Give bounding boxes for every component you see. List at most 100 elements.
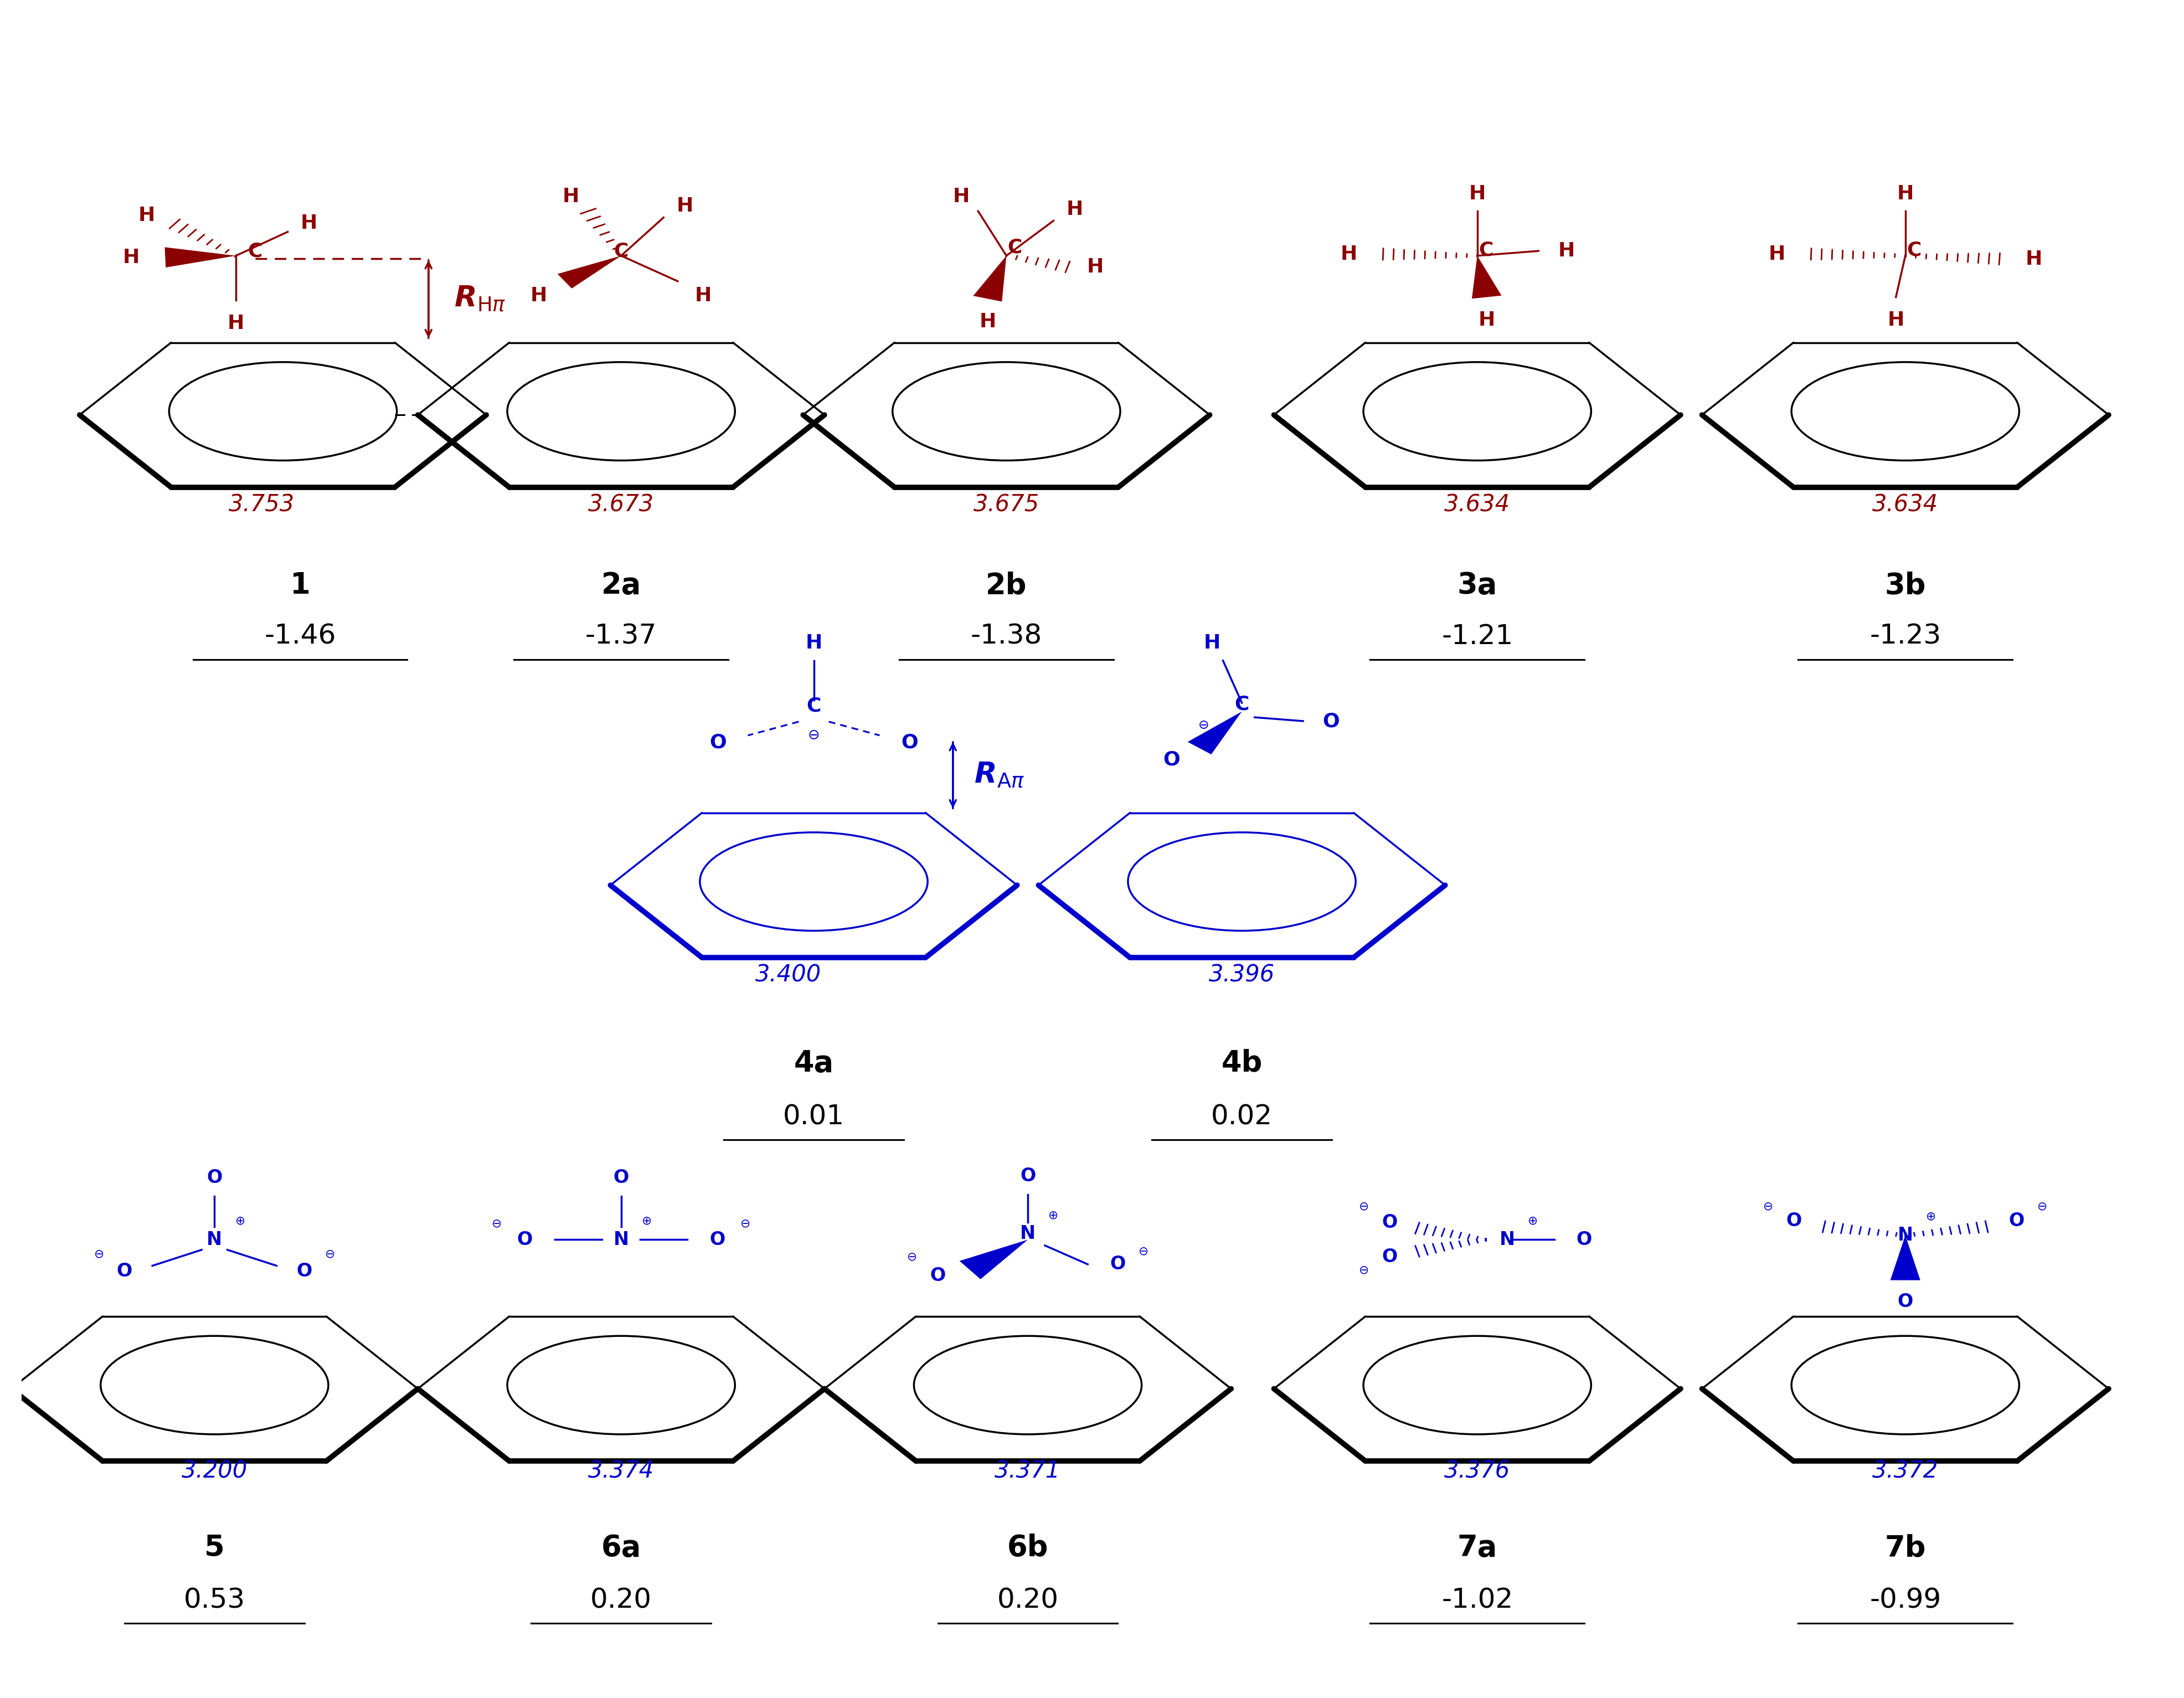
Text: H: H — [1898, 185, 1913, 204]
Text: C: C — [614, 243, 629, 261]
Text: H: H — [563, 187, 579, 205]
Text: ⊕: ⊕ — [1926, 1211, 1935, 1223]
Polygon shape — [1472, 256, 1500, 299]
Text: N: N — [1500, 1231, 1516, 1248]
Text: -1.46: -1.46 — [264, 623, 336, 650]
Text: 3.675: 3.675 — [974, 492, 1040, 516]
Text: O: O — [614, 1168, 629, 1187]
Text: H: H — [1479, 311, 1496, 329]
Polygon shape — [164, 248, 236, 268]
Text: ⊖: ⊖ — [94, 1248, 105, 1260]
Text: ⊖: ⊖ — [1138, 1246, 1149, 1257]
Text: H: H — [1557, 241, 1575, 260]
Text: 3.376: 3.376 — [1444, 1460, 1511, 1482]
Text: 3a: 3a — [1457, 571, 1498, 599]
Text: 3.634: 3.634 — [1444, 492, 1511, 516]
Text: O: O — [2009, 1212, 2025, 1229]
Text: O: O — [1164, 751, 1179, 769]
Text: 0.02: 0.02 — [1212, 1104, 1273, 1129]
Text: 3.372: 3.372 — [1872, 1460, 1939, 1482]
Text: H: H — [677, 197, 692, 216]
Text: 7a: 7a — [1457, 1533, 1498, 1562]
Text: -1.02: -1.02 — [1441, 1586, 1514, 1613]
Text: H: H — [1088, 258, 1103, 277]
Text: ⊖: ⊖ — [2038, 1200, 2046, 1212]
Text: N: N — [614, 1231, 629, 1248]
Text: 3b: 3b — [1885, 571, 1926, 599]
Text: 6a: 6a — [601, 1533, 642, 1562]
Polygon shape — [1188, 711, 1243, 754]
Text: H: H — [1066, 200, 1083, 219]
Text: H: H — [227, 314, 245, 333]
Text: O: O — [710, 1231, 725, 1248]
Text: $\boldsymbol{R}_{\mathrm{A}\pi}$: $\boldsymbol{R}_{\mathrm{A}\pi}$ — [974, 761, 1024, 790]
Text: H: H — [531, 287, 548, 306]
Text: 0.53: 0.53 — [183, 1586, 245, 1613]
Text: 2b: 2b — [985, 571, 1026, 599]
Text: H: H — [138, 205, 155, 224]
Text: ⊕: ⊕ — [1048, 1209, 1059, 1221]
Text: $\boldsymbol{R}_{\mathrm{H}\pi}$: $\boldsymbol{R}_{\mathrm{H}\pi}$ — [454, 285, 507, 314]
Text: ⊖: ⊖ — [808, 728, 819, 742]
Text: O: O — [902, 734, 917, 752]
Text: O: O — [1020, 1167, 1035, 1185]
Text: ⊖: ⊖ — [906, 1251, 917, 1263]
Text: H: H — [978, 312, 996, 331]
Text: O: O — [930, 1267, 946, 1285]
Text: O: O — [1787, 1212, 1802, 1229]
Polygon shape — [1891, 1236, 1920, 1280]
Text: O: O — [1109, 1255, 1125, 1274]
Polygon shape — [557, 256, 620, 289]
Text: 3.634: 3.634 — [1872, 492, 1939, 516]
Text: ⊕: ⊕ — [236, 1216, 245, 1226]
Text: N: N — [207, 1231, 223, 1248]
Text: ⊖: ⊖ — [1358, 1265, 1369, 1275]
Text: O: O — [1898, 1292, 1913, 1311]
Text: 3.753: 3.753 — [229, 492, 295, 516]
Text: ⊖: ⊖ — [1358, 1200, 1369, 1212]
Text: H: H — [1470, 185, 1485, 204]
Text: -0.99: -0.99 — [1870, 1586, 1942, 1613]
Text: C: C — [806, 696, 821, 715]
Text: ⊖: ⊖ — [740, 1217, 751, 1229]
Text: H: H — [1769, 245, 1784, 263]
Polygon shape — [974, 256, 1007, 302]
Text: H: H — [122, 248, 140, 267]
Text: ⊖: ⊖ — [491, 1217, 502, 1229]
Text: O: O — [1382, 1248, 1398, 1267]
Text: O: O — [1321, 711, 1339, 730]
Text: C: C — [1479, 241, 1494, 260]
Polygon shape — [959, 1240, 1029, 1279]
Text: C: C — [1907, 241, 1922, 260]
Text: O: O — [1382, 1212, 1398, 1231]
Text: C: C — [1234, 694, 1249, 713]
Text: -1.37: -1.37 — [585, 623, 657, 650]
Text: N: N — [1020, 1224, 1035, 1243]
Text: 4a: 4a — [793, 1049, 834, 1078]
Text: 0.20: 0.20 — [590, 1586, 651, 1613]
Text: H: H — [695, 287, 712, 306]
Text: 3.400: 3.400 — [756, 963, 821, 987]
Text: 3.673: 3.673 — [587, 492, 655, 516]
Text: -1.23: -1.23 — [1870, 623, 1942, 650]
Text: 7b: 7b — [1885, 1533, 1926, 1562]
Text: O: O — [710, 734, 727, 752]
Text: 3.396: 3.396 — [1208, 963, 1275, 987]
Text: H: H — [301, 214, 317, 233]
Text: 0.20: 0.20 — [998, 1586, 1059, 1613]
Text: 3.371: 3.371 — [994, 1460, 1061, 1482]
Text: 4b: 4b — [1221, 1049, 1262, 1078]
Text: H: H — [952, 187, 970, 205]
Text: ⊕: ⊕ — [1529, 1216, 1538, 1226]
Text: C: C — [1007, 238, 1022, 256]
Text: O: O — [518, 1231, 533, 1248]
Text: 3.200: 3.200 — [181, 1460, 247, 1482]
Text: N: N — [1898, 1226, 1913, 1245]
Text: ⊖: ⊖ — [1762, 1200, 1773, 1212]
Text: 0.01: 0.01 — [784, 1104, 845, 1129]
Text: H: H — [1203, 633, 1221, 652]
Text: C: C — [247, 243, 262, 261]
Text: H: H — [2025, 250, 2042, 268]
Text: 6b: 6b — [1007, 1533, 1048, 1562]
Text: O: O — [297, 1262, 312, 1280]
